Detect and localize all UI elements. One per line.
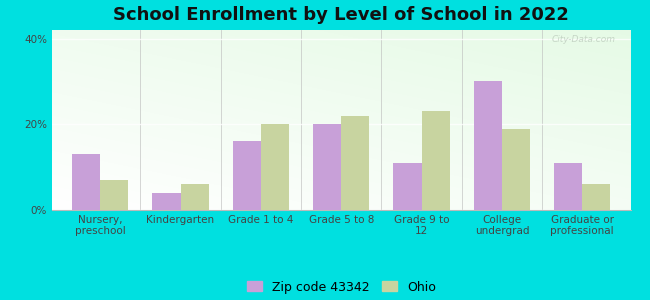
Bar: [393, 163, 422, 210]
Bar: [313, 124, 341, 210]
Bar: [474, 81, 502, 210]
Bar: [153, 193, 181, 210]
Bar: [261, 124, 289, 210]
Text: City-Data.com: City-Data.com: [552, 35, 616, 44]
Bar: [582, 184, 610, 210]
Title: School Enrollment by Level of School in 2022: School Enrollment by Level of School in …: [113, 6, 569, 24]
Bar: [233, 141, 261, 210]
Bar: [422, 111, 450, 210]
Bar: [100, 180, 128, 210]
Bar: [72, 154, 100, 210]
Bar: [502, 129, 530, 210]
Legend: Zip code 43342, Ohio: Zip code 43342, Ohio: [243, 277, 439, 297]
Bar: [554, 163, 582, 210]
Bar: [181, 184, 209, 210]
Bar: [341, 116, 369, 210]
